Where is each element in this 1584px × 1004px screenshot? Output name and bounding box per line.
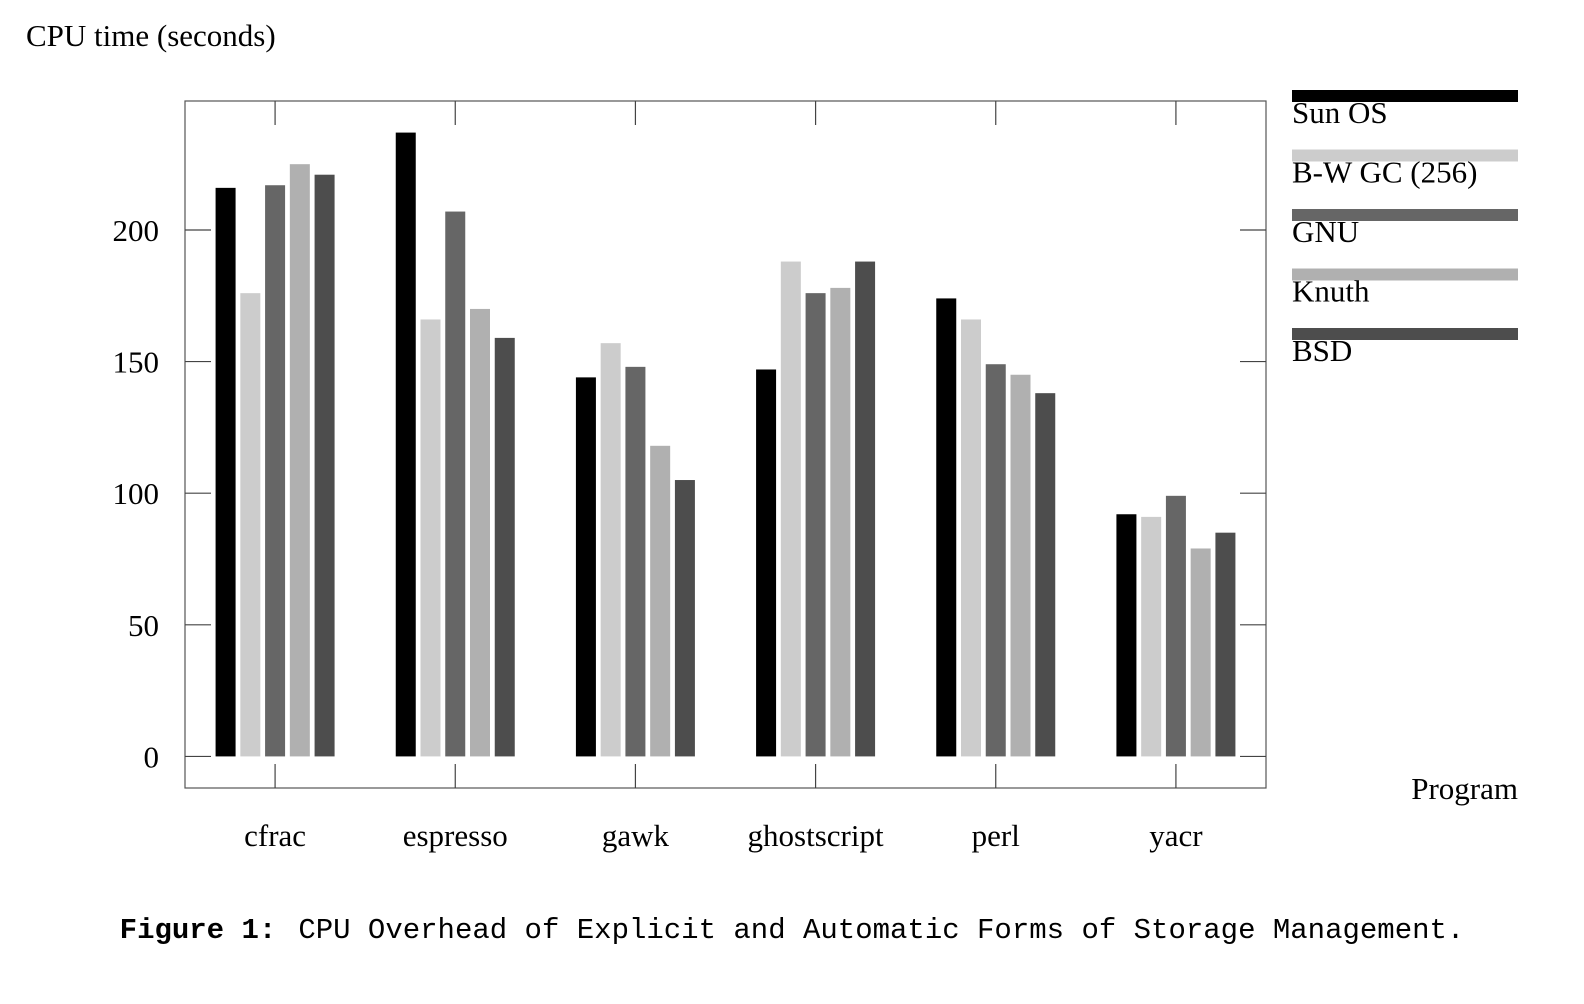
y-axis-title: CPU time (seconds) <box>26 18 276 53</box>
bar <box>1141 516 1162 757</box>
legend-label: GNU <box>1292 214 1359 249</box>
bar <box>780 261 801 757</box>
bar <box>470 308 490 757</box>
bar <box>1035 393 1056 757</box>
plot-frame <box>184 100 1267 789</box>
legend-label: B-W GC (256) <box>1292 155 1477 190</box>
legend-swatch <box>1292 90 1518 102</box>
y-tick-label: 50 <box>128 608 159 643</box>
x-axis-ticks: cfrac espresso gawk ghostscript perl yacr <box>244 101 1203 853</box>
bar <box>265 185 286 757</box>
bar <box>674 480 695 757</box>
chart: CPU time (seconds) 0 50 100 150 200 cfrac esp… <box>26 18 1518 853</box>
bar <box>1116 514 1137 757</box>
y-tick-label: 100 <box>113 476 160 511</box>
figure-caption-text: CPU Overhead of Explicit and Automatic F… <box>298 914 1465 947</box>
bar <box>420 319 441 757</box>
x-tick-label: ghostscript <box>748 818 884 853</box>
bar <box>650 445 671 757</box>
y-tick-label: 150 <box>113 345 160 380</box>
legend: Sun OS B-W GC (256) GNU Knuth BSD <box>1292 90 1518 368</box>
bar <box>961 319 981 757</box>
bar <box>625 366 646 757</box>
y-axis-ticks: 0 50 100 150 200 <box>113 213 1266 774</box>
x-tick-label: espresso <box>403 818 508 853</box>
legend-swatch <box>1292 268 1518 281</box>
x-tick-label: yacr <box>1149 818 1203 853</box>
x-tick-label: gawk <box>602 818 670 853</box>
legend-swatch <box>1292 149 1518 162</box>
x-tick-label: perl <box>972 818 1020 853</box>
bar <box>575 377 596 757</box>
bar <box>1215 532 1236 757</box>
legend-label: Knuth <box>1292 274 1370 309</box>
bar <box>936 298 957 757</box>
legend-swatch <box>1292 328 1518 340</box>
bar <box>494 337 515 757</box>
bar <box>395 132 416 757</box>
legend-swatch <box>1292 209 1518 221</box>
bar <box>855 261 876 757</box>
bar <box>756 369 777 757</box>
bar <box>289 164 310 757</box>
bar <box>600 343 621 757</box>
bar <box>1010 374 1031 757</box>
bar <box>314 174 335 757</box>
figure-label: Figure 1: <box>119 914 277 947</box>
y-tick-label: 0 <box>144 739 160 774</box>
bar <box>1190 548 1211 757</box>
bar <box>240 293 261 757</box>
bars <box>215 132 1236 757</box>
bar <box>215 187 236 757</box>
y-tick-label: 200 <box>113 213 160 248</box>
bar <box>1165 495 1186 757</box>
bar <box>830 287 851 757</box>
bar <box>985 364 1006 757</box>
x-tick-label: cfrac <box>244 818 306 853</box>
bar <box>805 293 826 757</box>
x-axis-title: Program <box>1411 771 1518 806</box>
legend-label: Sun OS <box>1292 95 1388 130</box>
legend-label: BSD <box>1292 333 1352 368</box>
figure-caption: Figure 1: CPU Overhead of Explicit and Au… <box>0 914 1584 947</box>
bar <box>445 211 466 757</box>
